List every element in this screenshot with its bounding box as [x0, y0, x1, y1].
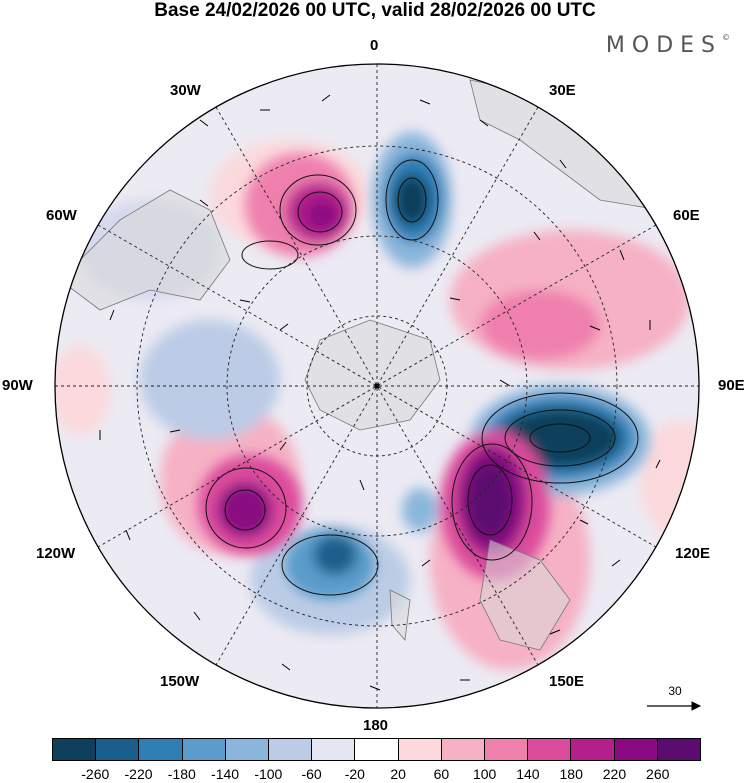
colorbar-swatch [528, 739, 572, 760]
brand-text: MODES [605, 33, 722, 58]
colorbar-swatch [441, 739, 486, 760]
colorbar-swatch [355, 739, 399, 760]
colorbar-swatch [312, 739, 356, 760]
map-disk [55, 64, 699, 708]
lon-label-60e: 60E [673, 207, 700, 224]
contours [205, 159, 639, 596]
colorbar-swatch [485, 739, 529, 760]
colorbar-tick-label: 220 [602, 766, 627, 782]
colorbar-swatch [225, 739, 270, 760]
modes-logo: MODES© [606, 33, 730, 58]
colorbar-swatch [614, 739, 658, 760]
colorbar-tick-label: 140 [516, 766, 540, 782]
colorbar-tick-label: 100 [472, 766, 497, 782]
colorbar-tick-label: -20 [344, 766, 365, 782]
colorbar-tick-label: 20 [390, 766, 406, 782]
colorbar-tick-label: -220 [124, 766, 153, 782]
lon-label-150e: 150E [549, 673, 585, 690]
lon-label-90e: 90E [718, 377, 745, 394]
lon-label-180: 180 [363, 717, 389, 734]
reference-vector-arrow [647, 701, 702, 711]
lon-label-120w: 120W [36, 545, 76, 562]
lon-label-0: 0 [370, 37, 379, 54]
colorbar-swatch [182, 739, 226, 760]
brand-mark: © [722, 33, 730, 42]
graticule [55, 64, 699, 708]
lon-label-90w: 90W [2, 377, 33, 394]
colorbar-tick-label: 180 [559, 766, 583, 782]
colorbar-tick-label: -60 [301, 766, 322, 782]
colorbar-swatch [96, 739, 140, 760]
vector-reference-label: 30 [668, 684, 682, 698]
lon-label-120e: 120E [675, 545, 711, 562]
colorbar-swatch [53, 739, 97, 760]
colorbar-tick-label: 260 [646, 766, 670, 782]
colorbar-tick-label: 60 [433, 766, 450, 782]
colorbar-swatch [657, 739, 701, 760]
colorbar-swatch [269, 739, 313, 760]
colorbar-swatch [398, 739, 442, 760]
map-title: Base 24/02/2026 00 UTC, valid 28/02/2026… [154, 0, 596, 21]
lon-label-30w: 30W [170, 82, 201, 99]
colorbar [52, 738, 701, 761]
map-border [54, 63, 700, 709]
colorbar-tick-label: -140 [211, 766, 240, 782]
colorbar-tick-label: -260 [81, 766, 110, 782]
lon-label-150w: 150W [160, 673, 200, 690]
colorbar-swatch [571, 739, 615, 760]
lon-label-60w: 60W [46, 207, 77, 224]
colorbar-swatch [139, 739, 183, 760]
pole-marker [374, 383, 380, 389]
lon-label-30e: 30E [549, 82, 576, 99]
colorbar-tick-label: -180 [167, 766, 196, 782]
colorbar-tick-label: -100 [254, 766, 283, 782]
